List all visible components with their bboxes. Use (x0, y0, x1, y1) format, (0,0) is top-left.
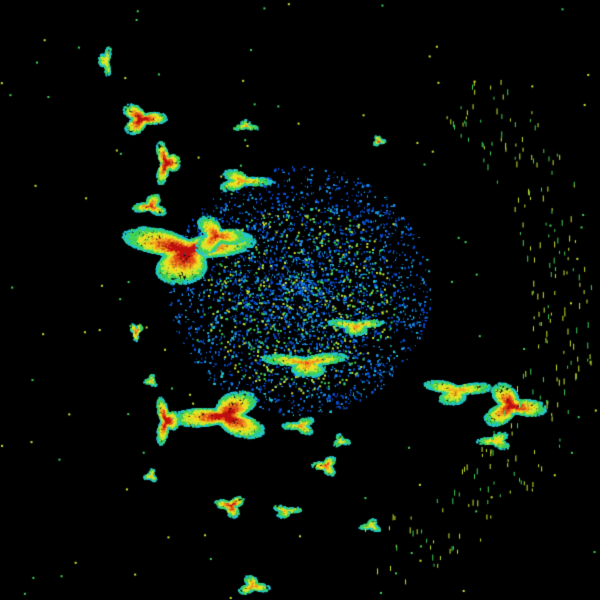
radar-canvas (0, 0, 600, 600)
radar-reflectivity-image (0, 0, 600, 600)
